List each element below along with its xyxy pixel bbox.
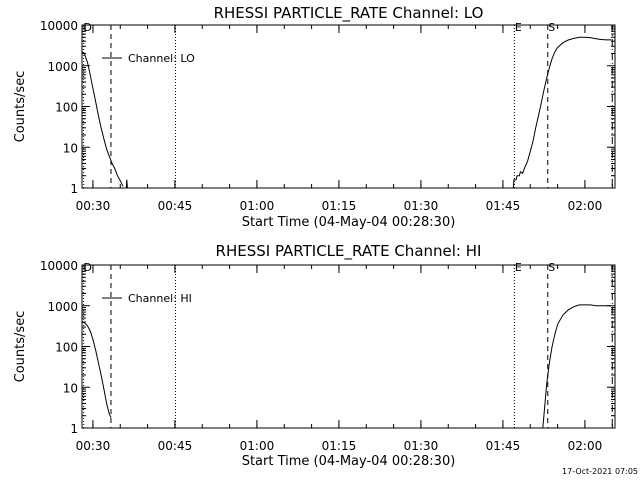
series-line — [81, 51, 124, 187]
chart-panel-1: RHESSI PARTICLE_RATE Channel: LO 1 10 100 10… — [13, 4, 616, 230]
y-tick-label: 1 — [70, 422, 78, 436]
event-marker-label: S — [548, 261, 555, 274]
series-line — [81, 321, 112, 418]
y-tick-label: 1 — [70, 182, 78, 196]
x-axis-label: Start Time (04-May-04 00:28:30) — [242, 454, 456, 469]
x-tick-label: 00:45 — [158, 199, 193, 213]
event-marker-label: E — [515, 261, 522, 274]
chart-title: RHESSI PARTICLE_RATE Channel: HI — [216, 242, 482, 261]
x-tick-label: 01:00 — [240, 439, 275, 453]
plot-frame — [81, 264, 616, 429]
x-tick-label: 00:30 — [76, 199, 111, 213]
y-tick-label: 10 — [63, 141, 78, 155]
chart-title: RHESSI PARTICLE_RATE Channel: LO — [214, 4, 484, 23]
x-tick-label: 01:00 — [240, 199, 275, 213]
y-tick-label: 100 — [55, 101, 78, 115]
x-tick-label: 01:45 — [486, 199, 521, 213]
y-tick-label: 1000 — [47, 300, 78, 314]
series-line — [512, 36, 612, 189]
event-marker-label: D — [83, 261, 91, 274]
x-tick-label: 02:00 — [568, 439, 603, 453]
plot-frame — [81, 24, 616, 189]
y-tick-label: 1000 — [47, 60, 78, 74]
y-axis-label: Counts/sec — [13, 71, 28, 143]
x-tick-label: 02:00 — [568, 199, 603, 213]
x-tick-label: 01:15 — [322, 199, 357, 213]
y-axis-label: Counts/sec — [13, 311, 28, 383]
y-tick-label: 10 — [63, 381, 78, 395]
event-marker-label: S — [548, 21, 555, 34]
y-tick-label: 10000 — [40, 19, 78, 33]
x-tick-label: 00:30 — [76, 439, 111, 453]
x-tick-label: 01:15 — [322, 439, 357, 453]
y-tick-label: 100 — [55, 341, 78, 355]
x-tick-label: 01:30 — [404, 439, 439, 453]
series-line — [542, 304, 612, 429]
legend-label: Channel: HI — [128, 292, 192, 305]
series-line — [125, 179, 128, 189]
x-tick-label: 00:45 — [158, 439, 193, 453]
x-axis-label: Start Time (04-May-04 00:28:30) — [242, 215, 456, 230]
y-tick-label: 10000 — [40, 259, 78, 273]
legend-label: Channel: LO — [128, 52, 195, 65]
x-tick-label: 01:45 — [486, 439, 521, 453]
chart-panel-2: RHESSI PARTICLE_RATE Channel: HI 1 10 100 10… — [13, 242, 616, 469]
event-marker-label: E — [515, 21, 522, 34]
event-marker-label: D — [83, 21, 91, 34]
x-tick-label: 01:30 — [404, 199, 439, 213]
